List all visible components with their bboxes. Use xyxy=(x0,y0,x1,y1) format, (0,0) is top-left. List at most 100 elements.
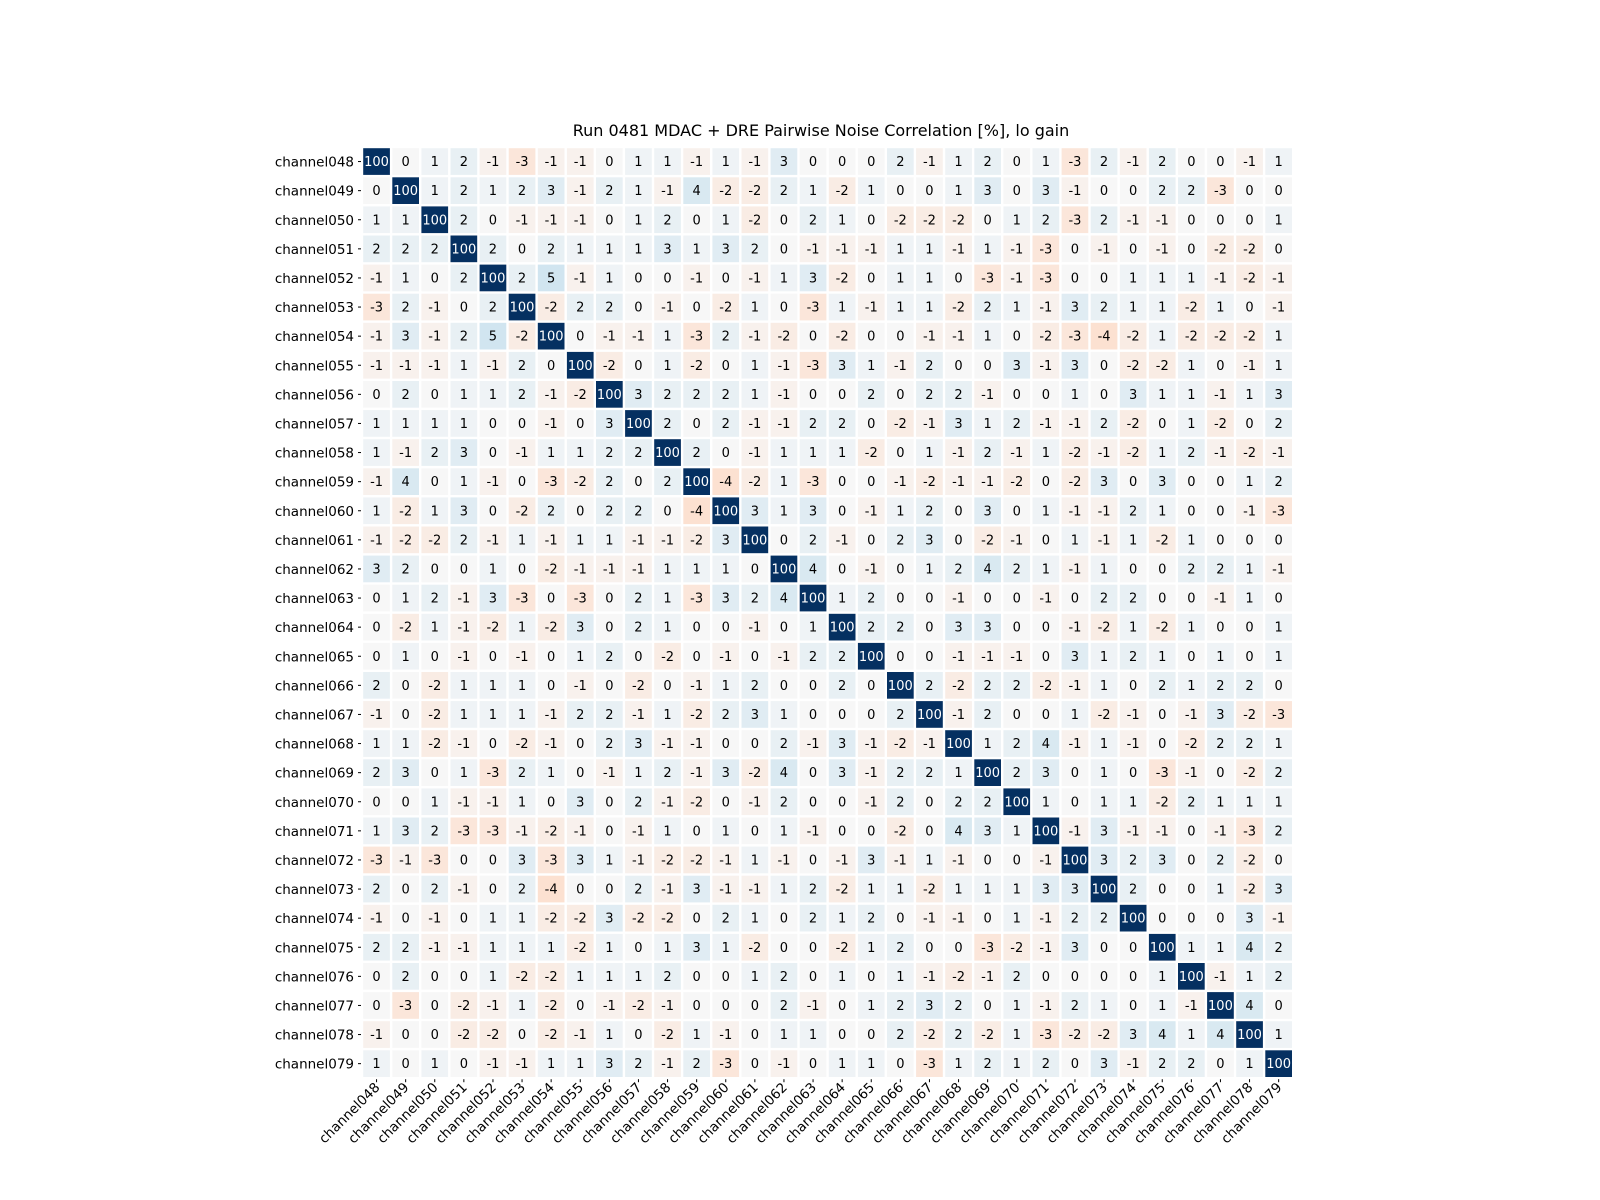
heatmap-cell-value: -1 xyxy=(748,330,761,345)
heatmap-cell-rect xyxy=(1119,788,1147,816)
heatmap-cell: 2 xyxy=(770,992,798,1019)
heatmap-cell-value: -3 xyxy=(1272,504,1285,519)
heatmap-cell: -3 xyxy=(799,293,827,321)
y-tick-label: channel061 xyxy=(275,533,354,549)
heatmap-cell-value: -1 xyxy=(457,941,470,956)
heatmap-cell-rect xyxy=(770,672,798,699)
heatmap-cell: 2 xyxy=(537,235,565,263)
y-tick-label: channel074 xyxy=(275,911,354,927)
heatmap-cell-value: -1 xyxy=(1039,999,1052,1014)
heatmap-cell-value: -3 xyxy=(981,271,994,286)
heatmap-cell: 0 xyxy=(1090,933,1118,961)
heatmap-cell: 2 xyxy=(625,1050,652,1077)
heatmap-cell-rect xyxy=(1003,817,1031,845)
heatmap-cell-value: -2 xyxy=(632,912,645,927)
heatmap-cell: -1 xyxy=(1265,555,1292,583)
heatmap-cell-rect xyxy=(421,468,449,495)
heatmap-cell-value: 100 xyxy=(626,417,651,432)
heatmap-cell: -1 xyxy=(654,293,681,321)
heatmap-cell-rect xyxy=(537,497,565,525)
heatmap-cell: 2 xyxy=(887,613,914,641)
heatmap-cell-value: 100 xyxy=(451,242,476,257)
heatmap-cell-value: 1 xyxy=(431,184,439,199)
heatmap-cell-value: 0 xyxy=(984,213,992,228)
heatmap-cell-value: 0 xyxy=(838,824,846,839)
heatmap-cell: 2 xyxy=(596,293,623,321)
heatmap-cell: -1 xyxy=(945,846,972,874)
heatmap-cell-rect xyxy=(887,526,914,554)
heatmap-cell-value: -2 xyxy=(1214,242,1227,257)
heatmap-cell-rect xyxy=(479,177,507,204)
heatmap-cell-value: 1 xyxy=(634,242,642,257)
heatmap-cell-value: -1 xyxy=(923,155,936,170)
heatmap-cell-rect xyxy=(1032,730,1060,757)
heatmap-cell: -1 xyxy=(974,963,1001,990)
heatmap-cell-rect xyxy=(537,759,565,786)
heatmap-cell-value: -1 xyxy=(1098,446,1111,461)
heatmap-cell: 2 xyxy=(537,497,565,525)
heatmap-cell-value: 4 xyxy=(1158,1028,1166,1043)
heatmap-cell-rect xyxy=(683,846,710,874)
heatmap-cell: 0 xyxy=(799,322,827,350)
heatmap-cell: 2 xyxy=(508,759,536,786)
heatmap-cell-value: 0 xyxy=(984,912,992,927)
heatmap-cell: 1 xyxy=(1265,730,1292,757)
heatmap-cell-value: 0 xyxy=(402,912,410,927)
heatmap-cell: 3 xyxy=(857,846,885,874)
heatmap-cell: 0 xyxy=(1032,963,1060,990)
heatmap-cell: 1 xyxy=(741,904,769,932)
heatmap-cell-value: 0 xyxy=(1216,533,1224,548)
heatmap-cell-value: 0 xyxy=(663,504,671,519)
heatmap-cell-value: -1 xyxy=(894,475,907,490)
heatmap-cell-rect xyxy=(625,817,652,845)
heatmap-cell-rect xyxy=(537,555,565,583)
heatmap-cell-rect xyxy=(1236,177,1263,204)
heatmap-cell-value: 2 xyxy=(1216,737,1224,752)
heatmap-cell-value: 4 xyxy=(1042,737,1050,752)
heatmap-cell-value: 1 xyxy=(605,853,613,868)
heatmap-cell: 1 xyxy=(363,497,390,525)
heatmap-cell-rect xyxy=(1003,875,1031,903)
heatmap-cell: -2 xyxy=(770,322,798,350)
heatmap-cell-value: 0 xyxy=(1013,708,1021,723)
heatmap-cell-value: 1 xyxy=(722,941,730,956)
heatmap-cell: 0 xyxy=(1236,410,1263,437)
heatmap-cell: 3 xyxy=(450,497,478,525)
heatmap-cell-rect xyxy=(1090,875,1118,903)
heatmap-cell: 3 xyxy=(392,817,419,845)
heatmap-cell-value: 1 xyxy=(780,504,788,519)
heatmap-cell: -2 xyxy=(916,468,943,495)
heatmap-cell-value: 2 xyxy=(402,242,410,257)
heatmap-cell: -3 xyxy=(392,992,419,1019)
heatmap-cell-value: 100 xyxy=(510,301,535,316)
heatmap-cell-value: 0 xyxy=(576,417,584,432)
heatmap-cell-rect xyxy=(421,584,449,612)
heatmap-cell: 3 xyxy=(1090,817,1118,845)
heatmap-cell: -2 xyxy=(450,1021,478,1048)
heatmap-cell: 0 xyxy=(974,992,1001,1019)
heatmap-cell: -2 xyxy=(421,730,449,757)
heatmap-cell-value: 0 xyxy=(751,824,759,839)
heatmap-cell-value: 0 xyxy=(693,213,701,228)
heatmap-cell-rect xyxy=(945,468,972,495)
heatmap-cell-value: 1 xyxy=(663,824,671,839)
heatmap-cell-rect xyxy=(1061,933,1089,961)
heatmap-cell-rect xyxy=(654,672,681,699)
heatmap-cell-value: 0 xyxy=(1275,679,1283,694)
heatmap-cell: -1 xyxy=(479,1050,507,1077)
heatmap-cell: 0 xyxy=(479,410,507,437)
heatmap-cell-rect xyxy=(479,584,507,612)
heatmap-cell-value: 1 xyxy=(780,271,788,286)
heatmap-cell-rect xyxy=(537,817,565,845)
heatmap-cell-rect xyxy=(421,730,449,757)
heatmap-cell-rect xyxy=(887,322,914,350)
heatmap-cell: 100 xyxy=(363,148,390,175)
heatmap-cell-rect xyxy=(1207,701,1234,728)
heatmap-cell-value: 0 xyxy=(1216,766,1224,781)
heatmap-cell-rect xyxy=(799,555,827,583)
heatmap-cell-rect xyxy=(1148,817,1176,845)
heatmap-cell-rect xyxy=(1236,293,1263,321)
heatmap-cell-rect xyxy=(1061,264,1089,292)
heatmap-cell-rect xyxy=(887,148,914,175)
heatmap-cell-rect xyxy=(1090,730,1118,757)
